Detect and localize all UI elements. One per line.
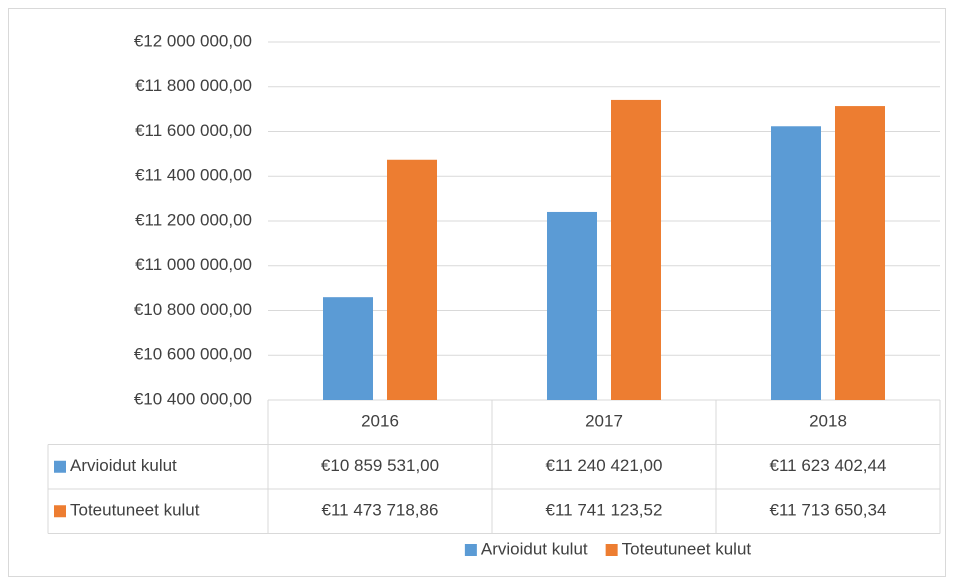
- legend-label: Toteutuneet kulut: [622, 539, 752, 558]
- bar: [771, 126, 821, 400]
- legend-key: [605, 544, 618, 556]
- x-tick-label: 2018: [809, 412, 847, 431]
- y-tick-label: €11 800 000,00: [135, 76, 252, 95]
- bar: [547, 211, 597, 400]
- y-tick-label: €12 000 000,00: [134, 31, 252, 50]
- bar: [323, 297, 373, 400]
- table-legend-key: [54, 460, 66, 473]
- y-tick-label: €10 400 000,00: [134, 389, 252, 408]
- table-legend-key: [54, 505, 66, 518]
- bar: [387, 159, 437, 400]
- table-value: €11 240 421,00: [546, 456, 663, 475]
- y-tick-label: €11 600 000,00: [135, 121, 252, 140]
- table-value: €11 473 718,86: [322, 501, 439, 520]
- y-tick-label: €10 800 000,00: [134, 300, 252, 319]
- table-series-name: Arvioidut kulut: [70, 456, 177, 475]
- y-tick-label: €11 200 000,00: [135, 210, 252, 229]
- table-series-name: Toteutuneet kulut: [70, 501, 200, 520]
- y-tick-label: €11 400 000,00: [135, 166, 252, 185]
- table-value: €11 623 402,44: [770, 456, 887, 475]
- x-tick-label: 2017: [585, 412, 623, 431]
- table-value: €11 713 650,34: [770, 501, 887, 520]
- y-tick-label: €11 000 000,00: [135, 255, 252, 274]
- legend-label: Arvioidut kulut: [481, 539, 588, 558]
- x-tick-label: 2016: [361, 412, 399, 431]
- y-tick-label: €10 600 000,00: [134, 345, 252, 364]
- table-value: €11 741 123,52: [546, 501, 663, 520]
- bar: [835, 106, 885, 400]
- legend-key: [464, 544, 477, 556]
- bar: [611, 99, 661, 400]
- table-value: €10 859 531,00: [321, 456, 439, 475]
